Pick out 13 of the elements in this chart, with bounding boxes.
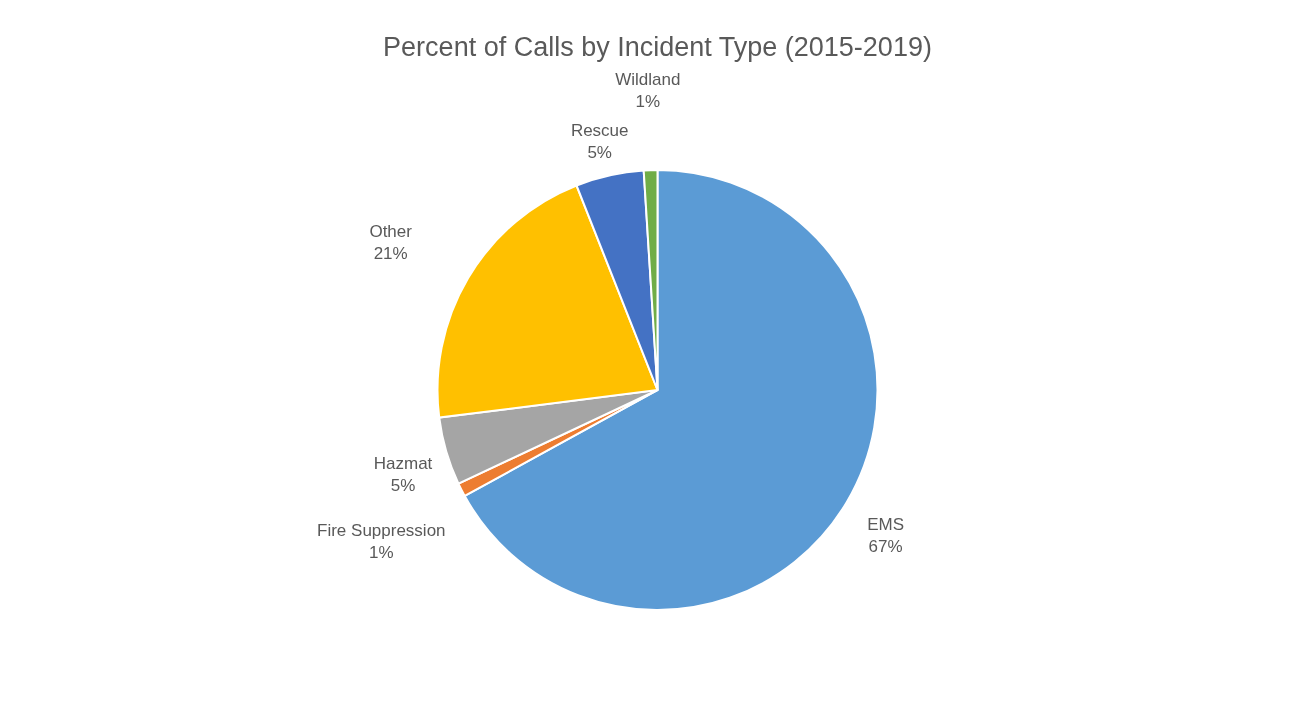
slice-label: EMS <box>867 514 905 534</box>
slice-label: Other <box>369 222 413 242</box>
data-label: 67% <box>868 536 903 556</box>
slice-label: Fire Suppression <box>317 520 446 540</box>
chart-title: Percent of Calls by Incident Type (2015-2019) <box>383 32 932 62</box>
slice-label: Rescue <box>570 121 629 141</box>
data-label: 5% <box>390 475 416 495</box>
data-label: 21% <box>373 244 408 264</box>
data-label: 1% <box>369 542 394 562</box>
slice-label: Hazmat <box>373 453 433 473</box>
data-label: 1% <box>635 92 661 112</box>
slice-label: Wildland <box>615 70 681 90</box>
data-label: 5% <box>587 143 612 163</box>
